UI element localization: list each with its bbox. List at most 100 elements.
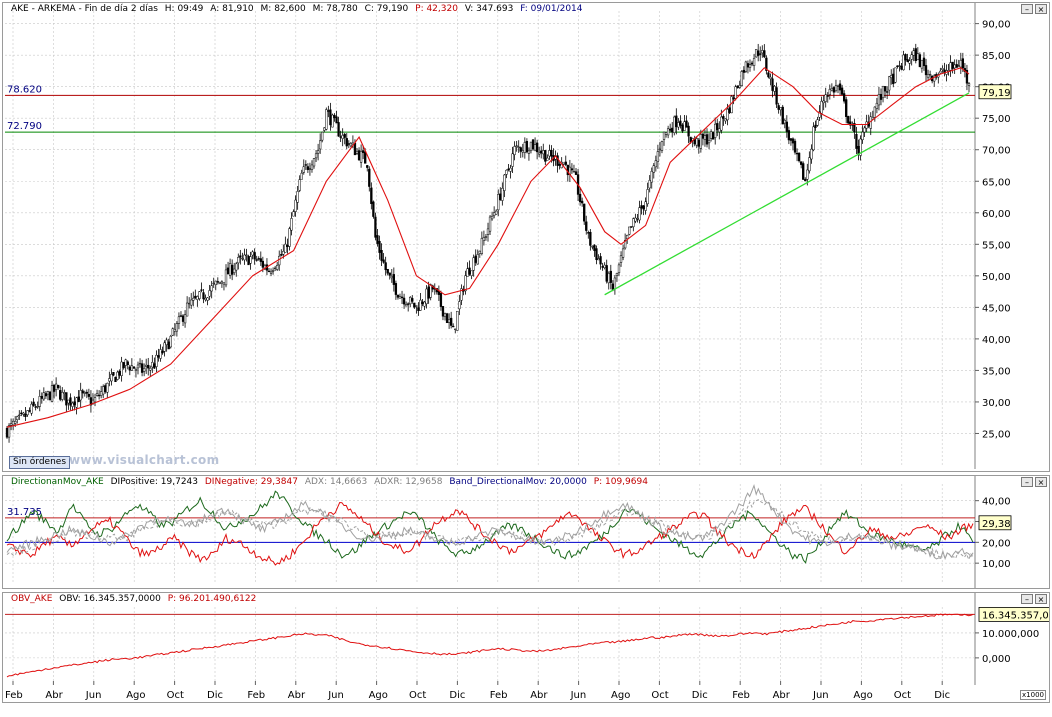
candle-body xyxy=(458,301,461,310)
dmi-window-controls: – × xyxy=(1021,477,1047,487)
minimize-icon[interactable]: – xyxy=(1021,477,1033,487)
candle-body xyxy=(126,361,129,366)
candle-body xyxy=(32,401,35,406)
candle-body xyxy=(847,116,850,124)
candle-body xyxy=(505,169,508,175)
x-tick-label: Dic xyxy=(934,690,950,701)
candle-body xyxy=(300,172,303,180)
x-tick-label: Abr xyxy=(530,690,548,701)
candle-body xyxy=(924,65,928,76)
candle-body xyxy=(73,401,76,406)
candle-body xyxy=(177,316,181,324)
candle-body xyxy=(157,355,160,358)
candle-body xyxy=(302,166,305,173)
candle-body xyxy=(781,106,784,125)
dmi-ytick-label: 10,00 xyxy=(982,559,1011,570)
candle-body xyxy=(499,193,502,201)
candle-body xyxy=(470,270,473,277)
candle-body xyxy=(660,141,664,151)
candle-body xyxy=(241,257,244,260)
candle-body xyxy=(398,296,402,299)
x-tick-label: Jun xyxy=(812,690,829,701)
minimize-icon[interactable]: – xyxy=(1021,4,1033,14)
candle-body xyxy=(648,180,651,189)
candle-body xyxy=(474,255,477,263)
x-tick-label: Oct xyxy=(409,690,426,701)
candle-body xyxy=(40,395,43,399)
close-icon[interactable]: × xyxy=(1035,4,1047,14)
candle-body xyxy=(386,268,389,274)
candle-body xyxy=(914,48,917,61)
candle-body xyxy=(312,158,316,167)
candle-body xyxy=(9,423,13,426)
candle-body xyxy=(519,147,522,152)
candle-body xyxy=(894,67,897,83)
candle-body xyxy=(327,110,330,112)
candle-body xyxy=(613,277,617,290)
candle-body xyxy=(36,405,39,408)
candle-body xyxy=(372,201,375,217)
candle-body xyxy=(523,142,526,153)
dmi-last-value-box xyxy=(978,515,1012,531)
candle-body xyxy=(709,131,713,139)
candle-body xyxy=(292,211,295,217)
close-icon[interactable]: × xyxy=(1035,594,1047,604)
candle-body xyxy=(376,235,379,244)
candle-body xyxy=(185,302,189,317)
scale-x1000: x1000 xyxy=(1020,690,1046,700)
candle-body xyxy=(503,174,506,191)
candle-body xyxy=(214,280,217,286)
candle-body xyxy=(771,78,774,91)
candle-body xyxy=(271,270,275,272)
candle-body xyxy=(730,96,733,114)
candle-body xyxy=(640,205,643,209)
minimize-icon[interactable]: – xyxy=(1021,594,1033,604)
close-icon[interactable]: × xyxy=(1035,477,1047,487)
candle-body xyxy=(728,107,731,113)
candle-body xyxy=(906,59,909,62)
candle-body xyxy=(165,339,168,346)
candle-body xyxy=(163,342,166,352)
candle-body xyxy=(447,319,451,323)
price-ytick-label: 70,00 xyxy=(982,146,1011,157)
x-tick-label: Dic xyxy=(692,690,708,701)
candle-body xyxy=(140,363,144,373)
candle-body xyxy=(535,142,539,153)
candle-body xyxy=(928,73,932,76)
candle-body xyxy=(364,151,367,164)
candle-body xyxy=(409,297,412,305)
candle-body xyxy=(761,50,764,54)
candle-body xyxy=(808,157,811,172)
candle-body xyxy=(102,386,105,395)
candle-body xyxy=(853,122,856,133)
candle-body xyxy=(466,268,469,277)
candle-body xyxy=(108,378,111,382)
resistance-label: 72.790 xyxy=(7,121,42,132)
candle-body xyxy=(486,228,490,235)
price-ytick-label: 40,00 xyxy=(982,335,1011,346)
candle-body xyxy=(206,297,209,301)
candle-body xyxy=(151,362,154,368)
dmi-last-value-label: 29,38 xyxy=(982,519,1011,530)
candle-body xyxy=(881,85,885,99)
candle-body xyxy=(675,115,678,128)
x-tick-label: Abr xyxy=(45,690,63,701)
candle-body xyxy=(634,217,637,222)
candle-body xyxy=(482,237,486,241)
candle-body xyxy=(695,138,698,146)
candle-body xyxy=(321,131,324,141)
candle-body xyxy=(122,362,125,369)
candle-body xyxy=(861,131,864,141)
candle-body xyxy=(388,272,391,276)
candle-body xyxy=(368,168,371,187)
candle-body xyxy=(77,396,80,403)
orders-badge[interactable]: Sin órdenes xyxy=(9,456,71,469)
candle-body xyxy=(830,88,834,91)
candle-body xyxy=(957,65,960,67)
obv-name: OBV_AKE xyxy=(11,594,53,604)
candle-body xyxy=(765,57,768,71)
candle-body xyxy=(323,127,326,131)
candle-body xyxy=(900,65,903,70)
header-a: A: 81,910 xyxy=(210,4,254,14)
